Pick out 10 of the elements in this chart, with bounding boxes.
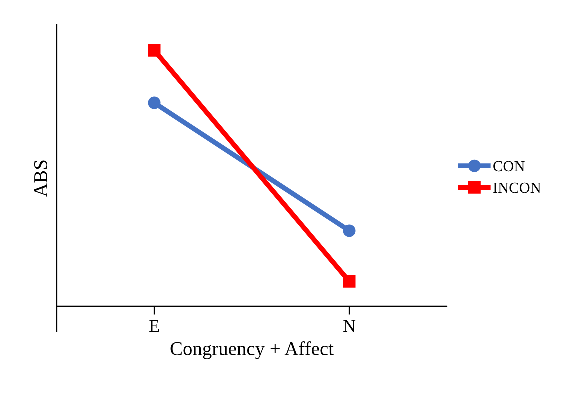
point xyxy=(343,275,356,288)
y-axis-title: ABS xyxy=(34,160,48,198)
x-tick-label: E xyxy=(150,320,160,332)
x-axis-title: Congruency + Affect xyxy=(170,342,334,360)
point xyxy=(148,44,161,57)
point xyxy=(343,224,356,238)
legend-label: CON xyxy=(494,161,525,172)
legend-label: INCON xyxy=(494,182,542,194)
point xyxy=(148,96,161,110)
x-tick-label: N xyxy=(344,320,356,332)
